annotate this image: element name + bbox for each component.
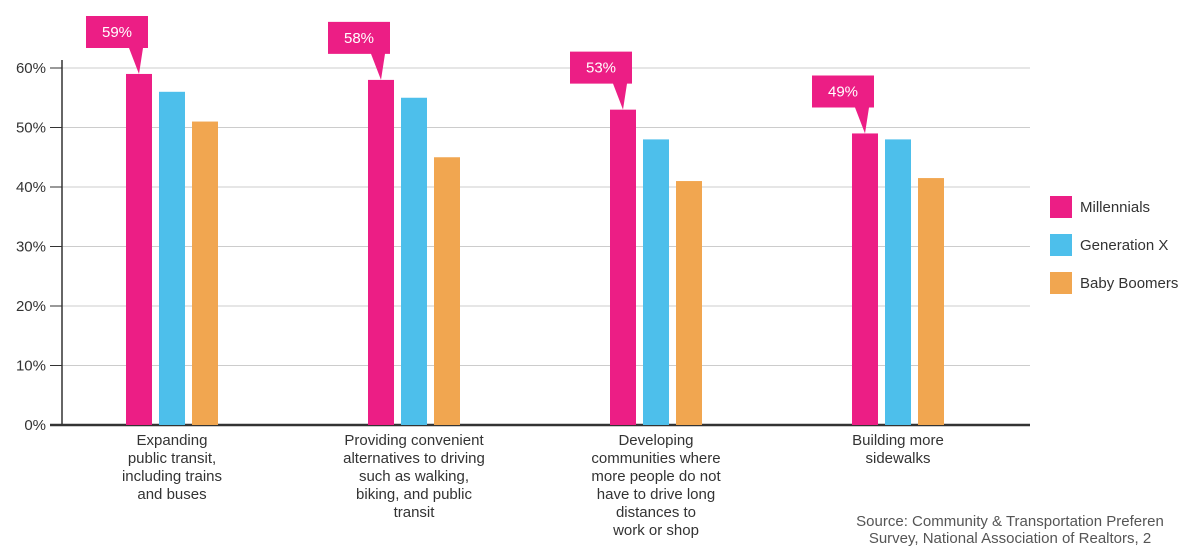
value-callout bbox=[812, 75, 874, 134]
x-category-label: Expanding public transit, including trai… bbox=[121, 432, 223, 503]
value-callout bbox=[570, 51, 632, 110]
bar-baby-boomers bbox=[918, 178, 944, 425]
callout-label: 59% bbox=[102, 24, 132, 41]
x-category-label: Building more sidewalks bbox=[852, 432, 944, 467]
source-note: Source: Community & Transportation Prefe… bbox=[856, 513, 1164, 547]
bar-baby-boomers bbox=[676, 181, 702, 425]
legend-swatch-millennials bbox=[1050, 196, 1072, 218]
bar-generation-x bbox=[401, 97, 427, 425]
bar-baby-boomers bbox=[192, 121, 218, 426]
chart-legend: Millennials Generation X Baby Boomers bbox=[1050, 196, 1178, 310]
value-callout bbox=[328, 21, 390, 80]
callout-label: 53% bbox=[586, 60, 616, 77]
y-tick-label: 0% bbox=[24, 417, 46, 434]
y-tick-label: 30% bbox=[16, 239, 46, 256]
legend-label-millennials: Millennials bbox=[1080, 198, 1151, 216]
bar-millennials bbox=[852, 133, 878, 425]
legend-label-generation-x: Generation X bbox=[1080, 236, 1169, 254]
bar-millennials bbox=[610, 109, 636, 426]
y-tick-label: 40% bbox=[16, 179, 46, 196]
bar-millennials bbox=[368, 79, 394, 426]
legend-swatch-generation-x bbox=[1050, 234, 1072, 256]
legend-item-millennials: Millennials bbox=[1050, 196, 1178, 218]
legend-item-generation-x: Generation X bbox=[1050, 234, 1178, 256]
x-category-label: Providing convenient alternatives to dri… bbox=[343, 432, 485, 521]
bar-millennials bbox=[126, 73, 152, 425]
y-tick-label: 10% bbox=[16, 358, 46, 375]
x-category-label: Developing communities where more people… bbox=[591, 432, 721, 539]
bar-generation-x bbox=[885, 139, 911, 425]
callout-label: 58% bbox=[344, 30, 374, 47]
bar-generation-x bbox=[643, 139, 669, 425]
y-tick-label: 60% bbox=[16, 60, 46, 77]
legend-item-baby-boomers: Baby Boomers bbox=[1050, 272, 1178, 294]
y-tick-label: 50% bbox=[16, 120, 46, 137]
y-tick-label: 20% bbox=[16, 298, 46, 315]
legend-swatch-baby-boomers bbox=[1050, 272, 1072, 294]
legend-label-baby-boomers: Baby Boomers bbox=[1080, 274, 1179, 292]
value-callout bbox=[86, 15, 148, 74]
bar-generation-x bbox=[159, 91, 185, 426]
bar-baby-boomers bbox=[434, 157, 460, 425]
callout-label: 49% bbox=[828, 83, 858, 100]
